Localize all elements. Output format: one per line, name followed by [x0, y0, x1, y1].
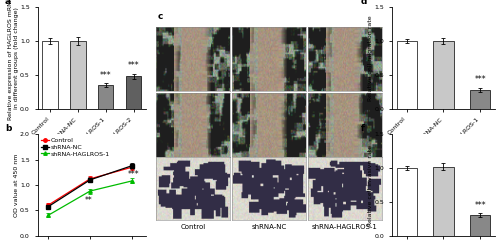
- Text: ***: ***: [100, 71, 112, 80]
- Bar: [396, 41, 416, 109]
- Text: shRNA-HAGLROS-1: shRNA-HAGLROS-1: [312, 224, 378, 230]
- Text: e: e: [157, 151, 164, 160]
- Text: f: f: [361, 124, 365, 133]
- Text: ***: ***: [474, 201, 486, 210]
- Bar: [396, 168, 416, 236]
- Text: ***: ***: [474, 75, 486, 85]
- Y-axis label: Relative expression of HAGLROS mRNA
in different groups (fold change): Relative expression of HAGLROS mRNA in d…: [8, 0, 18, 120]
- Text: Control: Control: [180, 224, 206, 230]
- Text: d: d: [361, 0, 367, 6]
- Text: b: b: [5, 124, 12, 133]
- Text: a: a: [5, 0, 11, 6]
- Bar: [434, 41, 454, 109]
- Text: ***: ***: [128, 170, 140, 179]
- Bar: [126, 76, 141, 109]
- Bar: [42, 41, 58, 109]
- Bar: [70, 41, 86, 109]
- Bar: [434, 167, 454, 236]
- Text: **: **: [84, 196, 92, 205]
- Text: ***: ***: [128, 61, 140, 70]
- Bar: [98, 85, 114, 109]
- Y-axis label: OD value at 450 nm: OD value at 450 nm: [14, 153, 18, 217]
- Bar: [470, 215, 490, 236]
- Text: shRNA-NC: shRNA-NC: [252, 224, 286, 230]
- Y-axis label: Relative cell invasive rate: Relative cell invasive rate: [368, 144, 373, 226]
- Text: c: c: [157, 12, 162, 21]
- Bar: [470, 90, 490, 109]
- Y-axis label: Relative cell migration rate: Relative cell migration rate: [368, 15, 373, 101]
- Legend: Control, shRNA-NC, shRNA-HAGLROS-1: Control, shRNA-NC, shRNA-HAGLROS-1: [40, 137, 110, 157]
